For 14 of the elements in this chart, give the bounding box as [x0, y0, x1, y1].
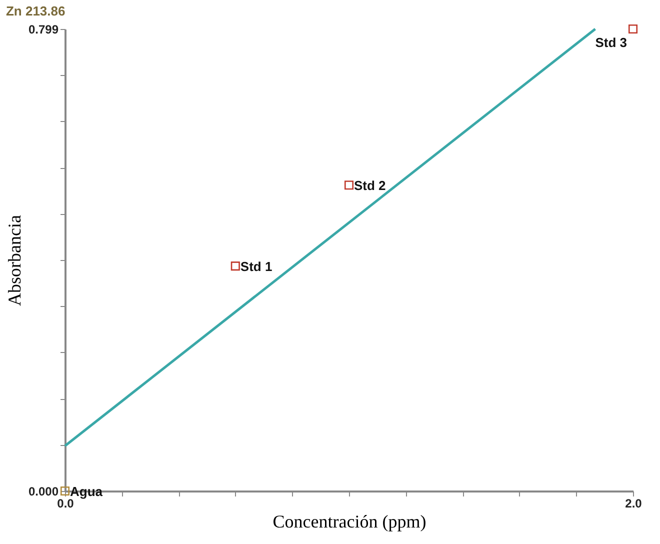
- y-axis-title: Absorbancia: [4, 215, 24, 306]
- annotation: Agua: [70, 484, 104, 499]
- annotation: Std 1: [240, 259, 272, 274]
- y-tick-label: 0.000: [28, 484, 59, 498]
- annotation: Std 2: [354, 178, 386, 194]
- y-tick-label: 0.799: [28, 22, 59, 36]
- x-tick-label: 0.0: [57, 496, 74, 510]
- chart-title: Zn 213.86: [6, 4, 66, 19]
- x-tick-label: 2.0: [625, 496, 642, 510]
- annotation: Std 3: [595, 35, 627, 50]
- point: [344, 180, 354, 190]
- point: [230, 262, 240, 271]
- point: [628, 24, 638, 34]
- x-axis-title: Concentración (ppm): [272, 512, 426, 532]
